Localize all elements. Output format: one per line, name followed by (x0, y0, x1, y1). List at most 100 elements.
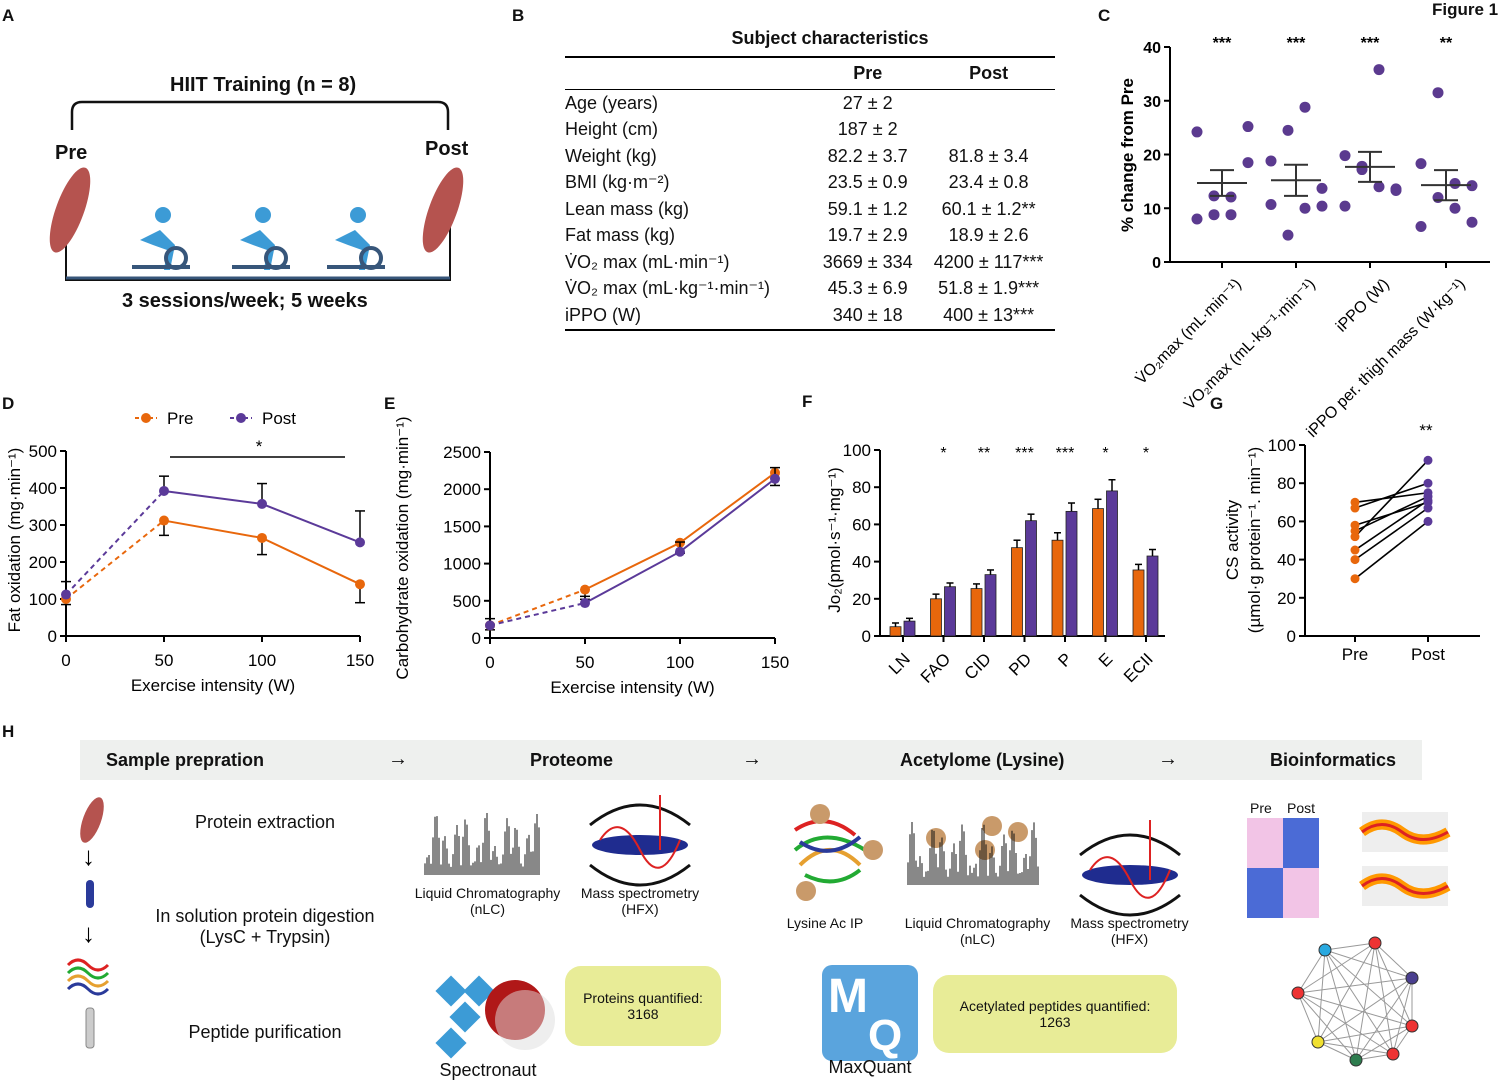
arrow-right-icon: → (742, 748, 762, 770)
table-cell: 45.3 ± 6.9 (827, 278, 908, 299)
data-point-pre (1350, 574, 1360, 584)
row-label: Weight (kg) (565, 145, 657, 166)
proteins-quantified-box: Proteins quantified: 3168 (565, 966, 721, 1046)
network-node (1311, 1035, 1325, 1049)
x-tick-label: 50 (576, 653, 595, 672)
table-row: Lean mass (kg) 59.1 ± 1.2 60.1 ± 1.2** (565, 196, 1055, 223)
table-cell: 340 ± 18 (832, 304, 903, 325)
table-cell: 3669 ± 334 (822, 251, 913, 272)
x-tick-label: PD (1005, 649, 1035, 679)
row-label: BMI (kg·m⁻²) (565, 172, 670, 193)
data-point-post (1423, 478, 1433, 488)
pair-line (1354, 482, 1429, 509)
panel-label-e: E (384, 394, 396, 413)
network-edge (1374, 942, 1413, 979)
x-tick-label: FAO (917, 649, 954, 686)
y-tick-label: 30 (1143, 94, 1161, 111)
muscle-icon (422, 167, 464, 253)
row-label: V̇O₂ max (mL·kg⁻¹·min⁻¹) (565, 278, 770, 299)
table-cell: 60.1 ± 1.2** (941, 198, 1036, 219)
data-point (355, 537, 365, 548)
network-node (1405, 1019, 1419, 1033)
data-point (1466, 216, 1478, 228)
acetyl-marker-label: A (815, 807, 826, 824)
panel-label-a: A (2, 6, 15, 25)
step-protein-digestion: In solution protein digestion (LysC + Tr… (155, 906, 375, 947)
bar (984, 574, 997, 637)
network-icon (1291, 936, 1419, 1067)
table-cell: 51.8 ± 1.9*** (938, 278, 1040, 299)
x-tick-label: E (1095, 649, 1116, 670)
x-tick-label: iPPO per. thigh mass (W·kg⁻¹) (1304, 276, 1469, 441)
network-edge (1297, 992, 1394, 1055)
network-edge (1317, 1041, 1357, 1061)
table-cell: 82.2 ± 3.7 (827, 145, 908, 166)
muscle-icon (49, 167, 91, 253)
network-node (1405, 971, 1419, 985)
step-acetylome: Acetylome (Lysine) (900, 750, 1065, 770)
lysine-ip-label: Lysine Ac IP (786, 915, 864, 931)
network-edge (1317, 949, 1326, 1043)
spectronaut-logo (435, 975, 555, 1059)
y-tick-label: 20 (1277, 589, 1296, 608)
data-point (61, 589, 71, 600)
network-edge (1324, 949, 1413, 1027)
acetylated-peptides-box: Acetylated peptides quantified: 1263 (933, 975, 1177, 1053)
network-edge (1297, 992, 1413, 1027)
data-point-pre (1350, 503, 1360, 513)
pre-label: Pre (55, 142, 88, 164)
pair-line (1354, 507, 1429, 561)
network-edge (1317, 1025, 1413, 1043)
network-edge (1355, 942, 1376, 1061)
x-tick-label: iPPO (W) (1333, 276, 1393, 336)
significance-label: *** (1015, 445, 1034, 462)
bracket (70, 100, 450, 130)
table-cell: 27 ± 2 (842, 92, 893, 113)
y-axis-title: Jo₂(pmol·s⁻¹·mg⁻¹) (825, 467, 844, 612)
column-header: Post (922, 57, 1055, 90)
significance-label: * (1102, 445, 1108, 462)
data-point (1432, 192, 1444, 203)
network-edge (1324, 949, 1413, 979)
network-edge (1324, 942, 1376, 951)
panel-label-g: G (1210, 394, 1224, 413)
y-tick-label: 0 (1287, 627, 1296, 646)
data-point (580, 598, 590, 609)
arrow-down-icon: ↓ (82, 841, 95, 871)
data-point (1449, 202, 1461, 214)
network-node (1349, 1053, 1363, 1067)
data-point (1282, 124, 1294, 136)
data-point (257, 498, 267, 509)
muscle-icon (80, 797, 104, 843)
training-title: HIIT Training (n = 8) (170, 74, 357, 96)
column-header (565, 57, 814, 90)
data-point-post (1423, 495, 1433, 505)
subject-characteristics-table: Subject characteristics Pre Post Age (ye… (565, 28, 1055, 331)
table-row: V̇O₂ max (mL·kg⁻¹·min⁻¹) 45.3 ± 6.9 51.8 ±… (565, 276, 1055, 303)
network-edge (1374, 942, 1413, 1027)
y-tick-label: 40 (852, 553, 871, 572)
data-point (159, 515, 169, 526)
syringe-icon (85, 1007, 95, 1049)
data-point (1316, 200, 1328, 212)
pair-line (1354, 459, 1429, 538)
row-label: Height (cm) (565, 119, 659, 140)
data-point-post (1423, 455, 1433, 465)
step-peptide-purification: Peptide purification (188, 1022, 342, 1042)
bar (903, 620, 916, 637)
column-header: Pre (813, 57, 923, 90)
bar (1092, 508, 1104, 637)
series-segment-dashed (65, 519, 165, 600)
bar (1132, 569, 1145, 637)
data-point (1191, 126, 1203, 138)
arrow-right-icon: → (1158, 748, 1178, 770)
series-segment-dashed (489, 588, 586, 627)
significance-label: * (940, 445, 946, 462)
legend-label: Post (262, 409, 296, 428)
x-tick-label: 150 (346, 651, 374, 670)
y-axis-title: Fat oxidation (mg·min⁻¹) (5, 448, 24, 633)
table-row: Weight (kg) 82.2 ± 3.7 81.8 ± 3.4 (565, 143, 1055, 170)
y-tick-label: 500 (29, 442, 57, 461)
